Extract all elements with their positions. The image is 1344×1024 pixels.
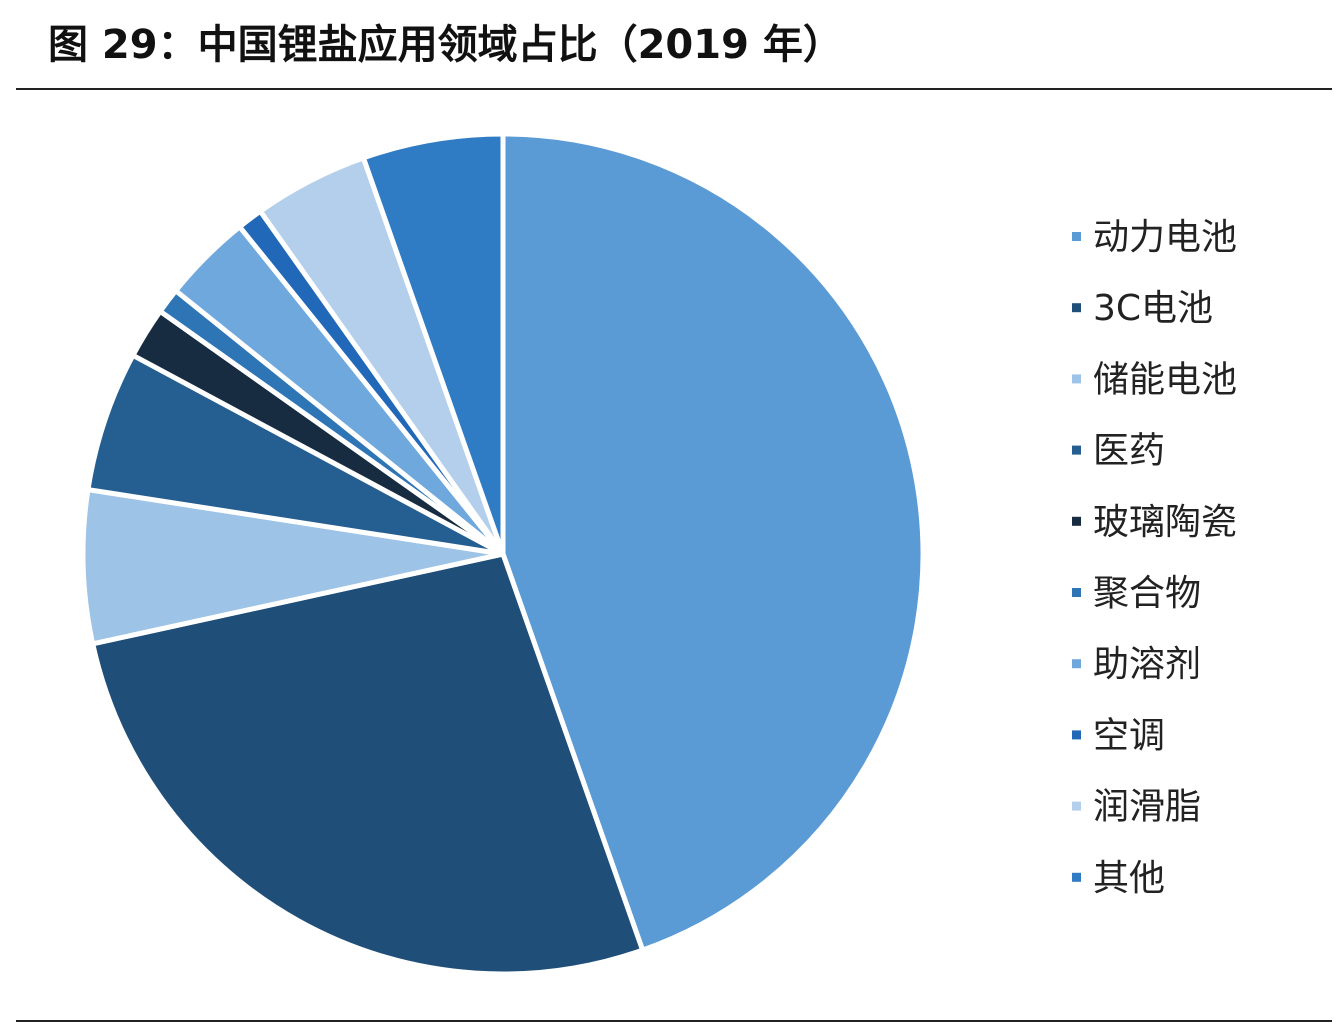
pie-slice-10 [360,131,506,557]
legend-marker-1 [1072,232,1081,241]
legend-marker-7 [1072,659,1081,669]
bottom-divider [16,1020,1332,1022]
legend-label-6: 聚合物 [1093,573,1201,614]
legend-marker-5 [1072,516,1081,526]
legend-marker-10 [1072,872,1081,882]
legend-marker-2 [1072,303,1081,313]
chart-title: 图 29：中国锂盐应用领域占比（2019 年） [48,22,843,68]
legend-label-3: 储能电池 [1093,359,1237,400]
legend-label-10: 其他 [1093,858,1165,899]
pie-slices [80,131,926,977]
legend-label-7: 助溶剂 [1093,644,1201,685]
legend-label-9: 润滑脂 [1093,787,1201,828]
legend-label-8: 空调 [1093,715,1165,756]
legend-marker-6 [1072,588,1081,597]
legend-marker-8 [1072,730,1081,740]
pie-slice-2 [90,551,646,977]
legend-marker-4 [1072,445,1081,455]
legend-label-5: 玻璃陶瓷 [1093,502,1237,543]
legend-marker-3 [1072,374,1081,384]
pie-slice-3 [80,487,506,647]
legend-label-2: 3C电池 [1093,288,1213,329]
top-divider [16,88,1332,90]
legend-label-4: 医药 [1093,431,1165,472]
pie-slice-1 [500,131,926,953]
pie-slice-4 [85,352,506,557]
legend-label-1: 动力电池 [1093,217,1237,258]
legend-marker-9 [1072,801,1081,811]
